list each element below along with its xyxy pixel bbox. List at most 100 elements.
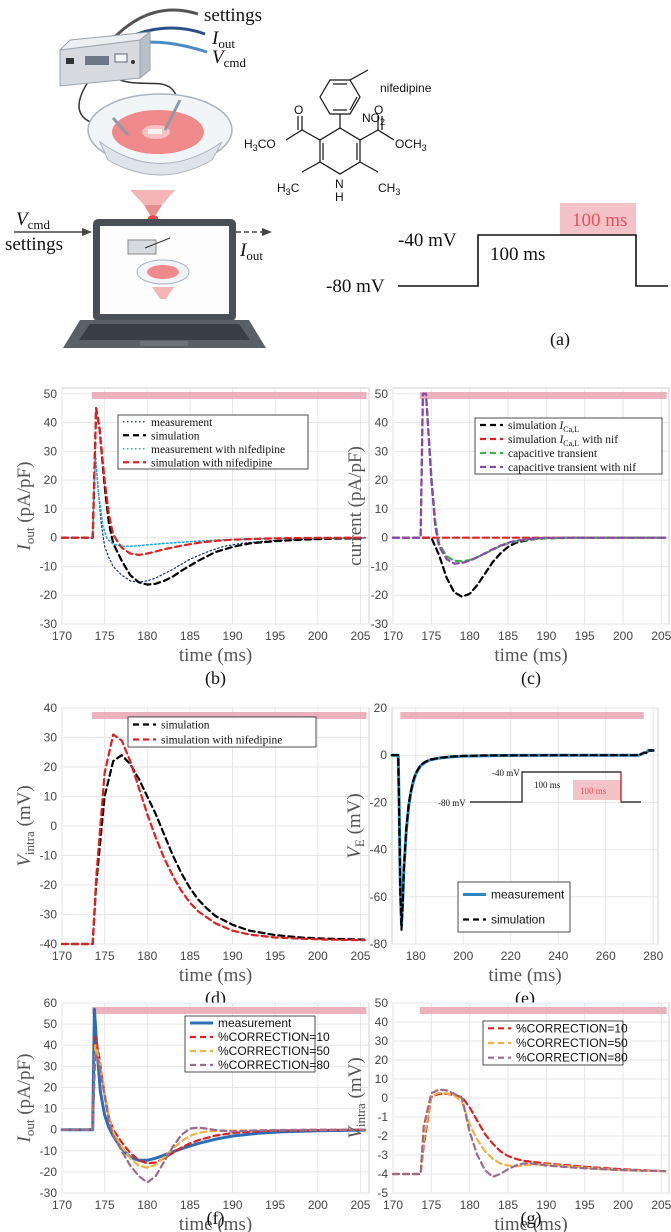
y-tick-label: 20 — [44, 473, 58, 487]
nitrogen-label: N — [335, 177, 344, 191]
x-axis-label: time (ms) — [494, 1214, 567, 1232]
legend-label-tail: with nif — [579, 434, 618, 446]
y-tick-label: -30 — [40, 617, 58, 631]
laptop-settings-label: settings — [5, 234, 63, 255]
y-tick-label: 10 — [44, 502, 58, 516]
legend-label-subscript: Ca,L — [563, 425, 579, 434]
y-tick-label: -80 — [370, 937, 388, 951]
y-axis-label-main: V — [344, 845, 365, 859]
y-tick-label: 0 — [50, 531, 57, 545]
y-axis-label: Iout (pA/pF) — [14, 462, 37, 552]
series-line-2 — [390, 749, 655, 931]
x-axis-label: time (ms) — [179, 965, 252, 986]
legend-label-text: simulation — [508, 420, 559, 432]
y-tick-label: -20 — [371, 588, 389, 602]
x-tick-label: 205 — [651, 629, 671, 643]
nifedipine-name: nifedipine — [380, 81, 432, 95]
legend-label-3: measurement with nifedipine — [151, 444, 285, 456]
oxygen-right: O — [374, 103, 383, 117]
x-tick-label: 205 — [350, 1198, 370, 1212]
series-line-3 — [391, 1088, 667, 1178]
y-axis-label-sub: out — [22, 527, 37, 544]
x-tick-label: 175 — [95, 1198, 115, 1212]
chart-panel-g: 170 175 180 185 190 195 200 205 -5 -4 -3 -2 -1 0 10 20 3… — [345, 996, 671, 1232]
x-tick-label: 180 — [460, 629, 480, 643]
y-tick-label: 10 — [44, 1102, 58, 1116]
y-tick-label: 20 — [375, 1053, 389, 1067]
y-tick-label: 10 — [375, 502, 389, 516]
y-tick-label: 50 — [44, 387, 58, 401]
y-tick-label: 20 — [44, 760, 58, 774]
legend-box — [474, 417, 663, 475]
y-axis-label-unit: (pA/pF) — [14, 1054, 35, 1120]
legend-label-1: measurement — [151, 417, 213, 429]
legend-label-1: measurement — [491, 888, 565, 902]
legend-label-text: simulation — [508, 434, 559, 446]
x-tick-label: 175 — [95, 949, 115, 963]
series-line-1 — [60, 754, 366, 946]
series-line-4 — [60, 407, 366, 557]
x-tick-label: 195 — [265, 1198, 285, 1212]
x-tick-label: 175 — [421, 629, 441, 643]
series-line-4 — [391, 392, 667, 565]
y-axis-label-unit: (mV) — [344, 793, 365, 839]
stimulus-bar — [419, 1007, 667, 1014]
y-tick-label: 20 — [375, 473, 389, 487]
y-axis-label-unit: (mV) — [14, 785, 35, 831]
legend-label-subscript: Ca,L — [563, 439, 579, 448]
x-tick-label: 185 — [498, 1198, 518, 1212]
legend-label-4: simulation with nifedipine — [151, 457, 272, 469]
laptop-icon — [63, 219, 266, 348]
x-tick-label: 175 — [421, 1198, 441, 1212]
series-line-2 — [60, 733, 366, 946]
series-line-2 — [60, 1035, 366, 1165]
y-tick-label: -40 — [40, 937, 58, 951]
legend-box — [127, 716, 317, 748]
legend-label-symbol: I — [558, 434, 564, 446]
y-axis-label-sub: out — [22, 1119, 37, 1136]
y-tick-label: -1 — [377, 1110, 388, 1124]
ch3-label: CH3 — [378, 181, 400, 197]
y-tick-label: -30 — [371, 617, 389, 631]
voltage-protocol: -80 mV -40 mV 100 ms 100 ms — [326, 203, 668, 297]
series-line-1 — [391, 536, 667, 598]
x-tick-label: 200 — [613, 1198, 633, 1212]
nifedipine-structure — [285, 69, 395, 175]
legend-label-4: %CORRECTION=80 — [218, 1058, 330, 1072]
x-tick-label: 170 — [383, 1198, 403, 1212]
legend-label-symbol: I — [558, 420, 564, 432]
x-tick-label: 170 — [52, 1198, 72, 1212]
y-axis-label: current (pA/pF) — [345, 446, 366, 566]
series-line-4 — [60, 1052, 366, 1184]
y-tick-label: 40 — [375, 416, 389, 430]
oxygen-left: O — [294, 103, 303, 117]
stimulus-bar — [91, 712, 367, 719]
y-tick-label: 40 — [44, 416, 58, 430]
caption-b: (b) — [205, 668, 226, 689]
inset-hold-label: -80 mV — [438, 798, 466, 808]
y-tick-label: 60 — [44, 996, 58, 1010]
y-axis-label-main: V — [14, 853, 35, 867]
y-tick-label: -10 — [40, 849, 58, 863]
x-tick-label: 205 — [350, 629, 370, 643]
legend-label-2: simulation ICa,L with nif — [508, 434, 618, 448]
y-axis-label: Vintra (mV) — [345, 1057, 368, 1138]
y-tick-label: 30 — [44, 1059, 58, 1073]
legend-label-2: simulation with nifedipine — [161, 735, 282, 747]
amplifier-icon — [58, 30, 152, 87]
legend-label-1: measurement — [218, 1016, 292, 1030]
x-tick-label: 190 — [536, 629, 556, 643]
inset-duration-2: 100 ms — [580, 786, 607, 796]
legend-box — [482, 1020, 624, 1066]
inset-step-label: -40 mV — [492, 768, 520, 778]
x-tick-label: 170 — [52, 949, 72, 963]
y-tick-label: 0 — [380, 748, 387, 762]
inset-duration-1: 100 ms — [534, 780, 561, 790]
laptop-iout-label: Iout — [239, 240, 263, 263]
y-tick-label: 20 — [44, 1080, 58, 1094]
x-tick-label: 190 — [223, 629, 243, 643]
y-axis-label-sub: E — [352, 839, 367, 847]
y-tick-label: -5 — [377, 1186, 388, 1200]
y-tick-label: -20 — [40, 1165, 58, 1179]
y-tick-label: 50 — [375, 387, 389, 401]
